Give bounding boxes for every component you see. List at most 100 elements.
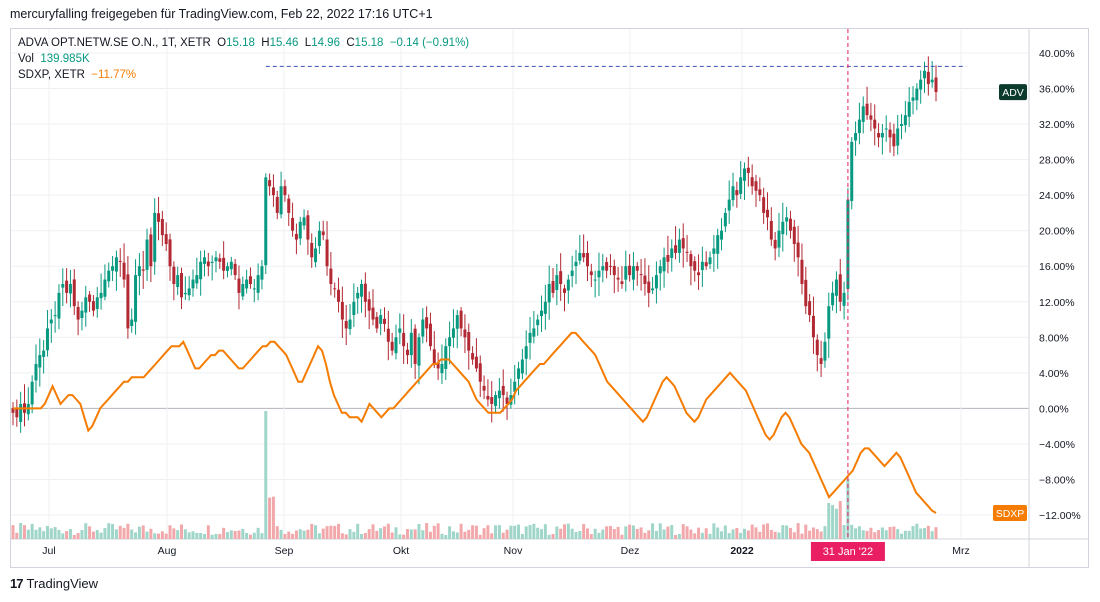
candle-body <box>758 189 762 196</box>
volume-bar <box>765 523 769 539</box>
volume-bar <box>409 529 413 539</box>
volume-bar <box>252 532 256 539</box>
candle-body <box>517 368 521 379</box>
candle-body <box>260 266 264 280</box>
candle-body <box>11 408 15 413</box>
candle-body <box>149 234 153 267</box>
volume-bar <box>348 529 352 539</box>
y-tick-label: 32.00% <box>1039 119 1075 131</box>
candle-body <box>578 252 582 261</box>
tradingview-brand: TradingView <box>26 576 99 591</box>
candle-body <box>164 234 168 245</box>
volume-bar <box>478 534 482 539</box>
candle-body <box>180 273 184 298</box>
volume-bar <box>22 525 26 539</box>
volume-bar <box>271 496 275 539</box>
candle-body <box>911 97 915 101</box>
volume-bar <box>99 532 103 539</box>
volume-bar <box>84 523 88 539</box>
candle-body <box>348 319 352 330</box>
volume-bar <box>356 523 360 539</box>
volume-bar <box>371 524 375 539</box>
candle-body <box>501 385 505 396</box>
candle-body <box>417 337 421 366</box>
volume-bar <box>168 525 172 539</box>
volume-bar <box>164 533 168 539</box>
candle-body <box>880 132 884 138</box>
volume-bar <box>647 530 651 539</box>
chart-pane[interactable]: 40.00% 36.00% 32.00% 28.00% 24.00% 20.00% 16.0… <box>10 28 1089 568</box>
volume-bar <box>643 532 647 539</box>
volume-bar <box>218 534 222 539</box>
volume-bar <box>520 534 524 539</box>
volume-bar <box>823 526 827 539</box>
candle-body <box>187 288 191 296</box>
candle-body <box>413 328 417 364</box>
volume-bar <box>624 526 628 539</box>
candle-body <box>91 301 95 311</box>
volume-bar <box>107 523 111 539</box>
volume-bar <box>329 525 333 539</box>
candle-body <box>494 395 498 407</box>
volume-bar <box>38 527 42 539</box>
candle-body <box>137 266 141 276</box>
candle-body <box>237 278 241 293</box>
candle-body <box>191 279 195 289</box>
volume-bar <box>386 523 390 539</box>
volume-bar <box>279 529 283 539</box>
volume-bar <box>911 526 915 539</box>
volume-bar <box>884 530 888 539</box>
candle-body <box>574 261 578 267</box>
volume-bar <box>333 525 337 539</box>
volume-bar <box>677 534 681 539</box>
volume-bar <box>268 497 272 539</box>
candle-body <box>896 128 900 146</box>
candle-body <box>861 106 865 122</box>
volume-bar <box>620 534 624 539</box>
volume-bar <box>758 531 762 539</box>
candle-body <box>915 88 919 101</box>
chart-canvas[interactable]: 40.00% 36.00% 32.00% 28.00% 24.00% 20.00% 16.0… <box>11 29 1088 567</box>
volume-bar <box>103 528 107 539</box>
candle-body <box>428 323 432 347</box>
volume-bar <box>15 532 19 539</box>
candle-body <box>823 341 827 361</box>
volume-bar <box>245 532 249 539</box>
volume-bar <box>681 524 685 539</box>
candle-body <box>543 301 547 314</box>
volume-bar <box>390 532 394 539</box>
candle-body <box>271 187 275 196</box>
candle-body <box>605 262 609 271</box>
volume-bar <box>314 525 318 539</box>
tradingview-logo-icon: 17 <box>10 576 24 591</box>
candle-body <box>440 363 444 374</box>
candle-body <box>15 408 19 418</box>
candle-body <box>356 292 360 299</box>
volume-bar <box>53 527 57 539</box>
volume-bar <box>888 526 892 539</box>
candle-body <box>903 115 907 126</box>
volume-bar <box>130 529 134 539</box>
candle-body <box>804 279 808 307</box>
volume-bar <box>172 528 176 539</box>
volume-bar <box>704 528 708 539</box>
volume-bar <box>670 525 674 539</box>
candle-body <box>566 279 570 291</box>
candle-body <box>287 198 291 213</box>
candle-body <box>68 284 72 294</box>
x-tick-label: Aug <box>158 545 177 557</box>
candle-body <box>616 277 620 280</box>
candle-body <box>677 239 681 253</box>
candle-body <box>486 395 490 400</box>
candle-body <box>352 301 356 315</box>
legend-compare-value: −11.77% <box>91 69 137 81</box>
candle-body <box>425 317 429 329</box>
tradingview-logo[interactable]: 17 TradingView <box>10 576 98 591</box>
legend-symbol: ADVA OPT.NETW.SE O.N., 1T, XETR <box>18 37 211 49</box>
volume-bar <box>214 533 218 539</box>
candle-body <box>76 306 80 320</box>
candle-body <box>463 329 467 338</box>
volume-bar <box>792 532 796 539</box>
volume-bar <box>551 534 555 539</box>
candle-body <box>122 262 126 280</box>
